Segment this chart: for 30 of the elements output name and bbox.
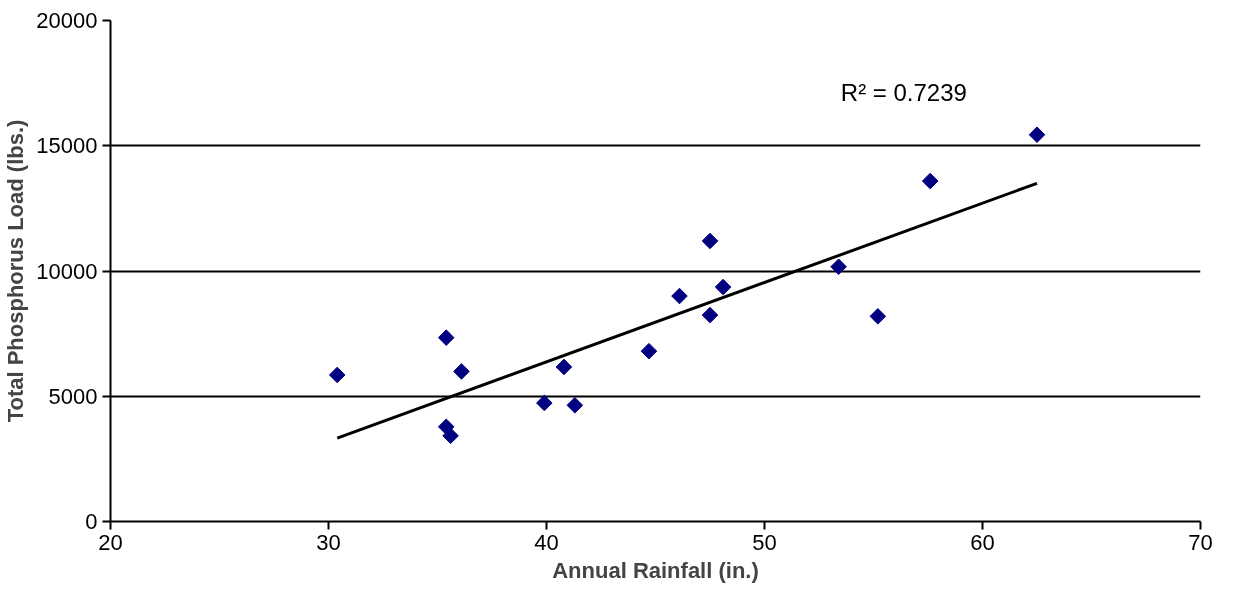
y-tick-label: 10000 xyxy=(36,258,98,284)
point xyxy=(869,308,887,325)
point xyxy=(640,342,658,360)
point xyxy=(536,394,553,412)
y-tick-label: 20000 xyxy=(36,8,98,33)
point xyxy=(437,329,455,346)
point xyxy=(921,172,939,190)
x-tick-label: 70 xyxy=(1188,529,1213,555)
x-tick-label: 40 xyxy=(534,529,559,555)
y-tick-label: 15000 xyxy=(36,133,98,159)
point xyxy=(442,427,459,445)
x-tick-label: 20 xyxy=(98,529,123,555)
y-axis-title: Total Phosphorus Load (lbs.) xyxy=(3,119,29,423)
point xyxy=(671,287,688,305)
x-tick-label: 60 xyxy=(970,529,995,555)
point xyxy=(555,358,573,376)
x-tick-label: 30 xyxy=(316,529,341,555)
point xyxy=(714,278,732,296)
point xyxy=(701,306,719,324)
x-tick-label: 50 xyxy=(752,529,777,555)
point xyxy=(566,396,584,414)
y-tick-label: 5000 xyxy=(48,383,98,409)
y-tick-label: 0 xyxy=(85,509,98,534)
point xyxy=(453,363,470,380)
annotation: R² = 0.7239 xyxy=(840,78,967,106)
x-axis-title: Annual Rainfall (in.) xyxy=(552,557,759,583)
point xyxy=(701,232,719,250)
point xyxy=(1028,126,1046,144)
point xyxy=(830,258,847,276)
point xyxy=(328,366,346,384)
